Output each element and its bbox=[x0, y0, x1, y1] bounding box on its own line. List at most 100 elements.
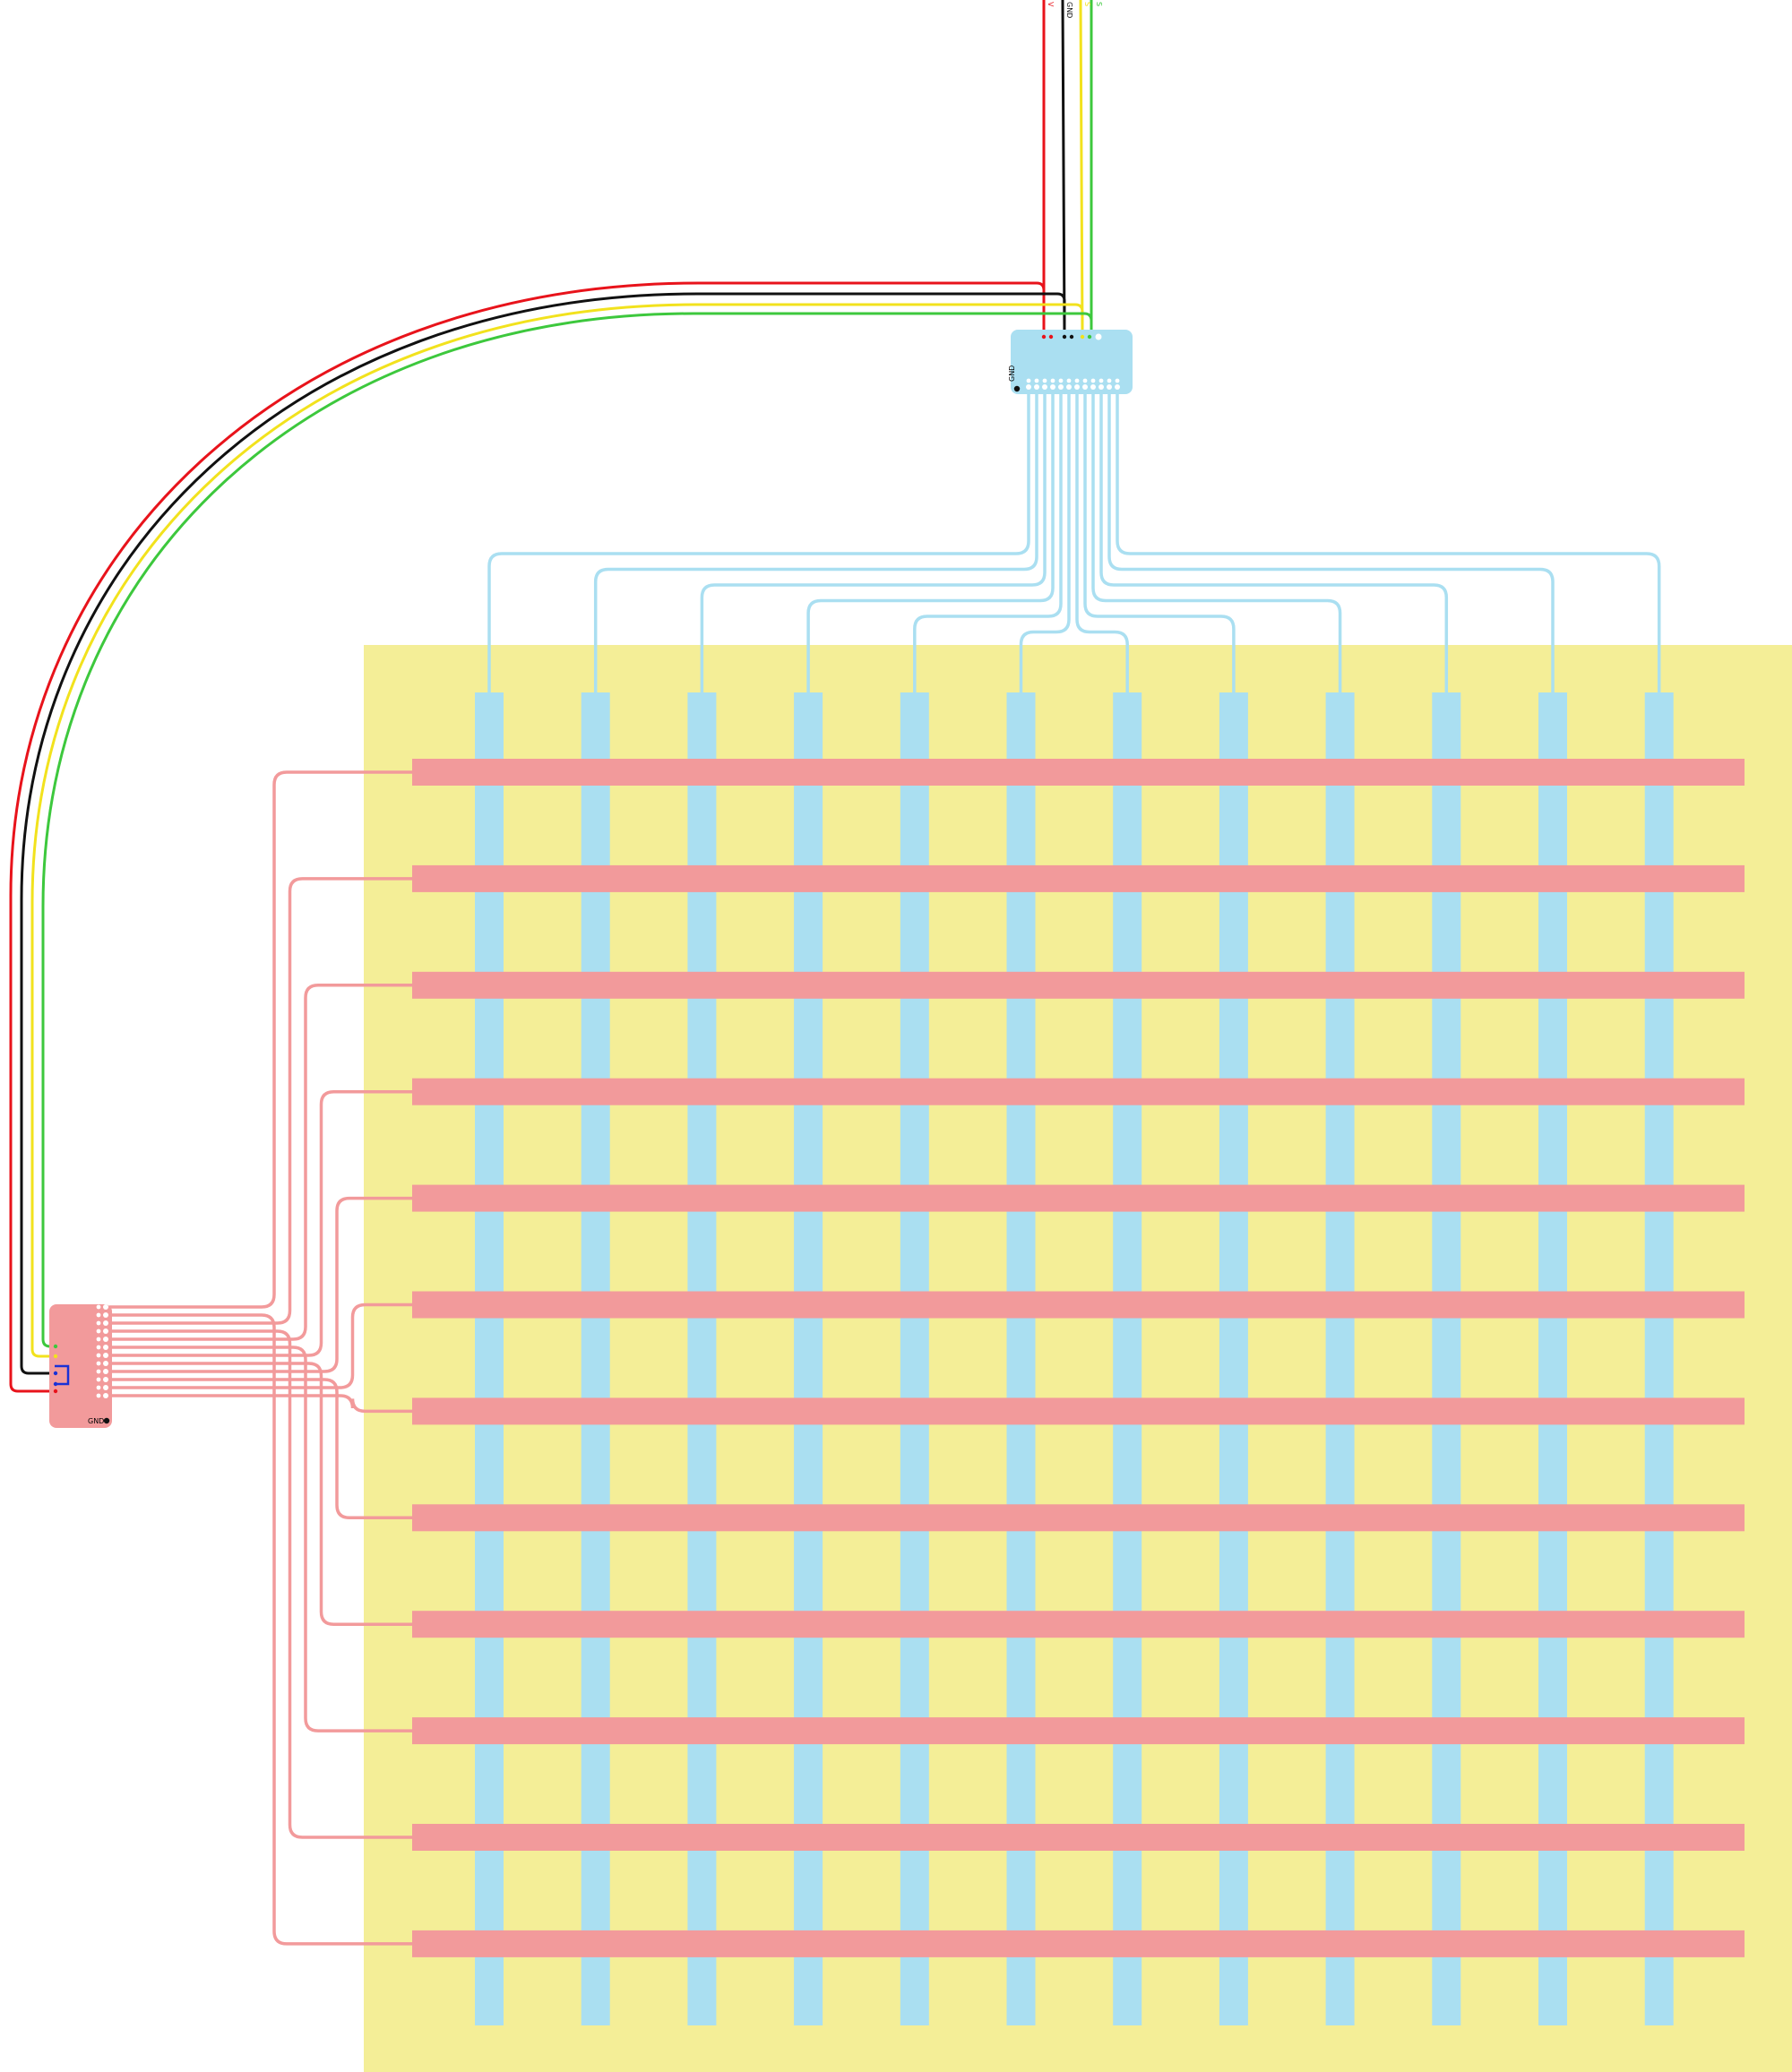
row-traces bbox=[109, 770, 412, 1946]
bus-wire-label: V bbox=[1047, 2, 1055, 7]
row-trace bbox=[109, 1313, 412, 1946]
bus-wire-label: S bbox=[1095, 2, 1103, 6]
column-trace bbox=[700, 394, 1047, 695]
column-pin-pad bbox=[1058, 378, 1064, 383]
row-pin-pad bbox=[103, 1377, 108, 1382]
bus-wire-label: GND bbox=[1065, 2, 1073, 18]
column-pin-pad bbox=[1050, 384, 1055, 390]
column-trace bbox=[1091, 394, 1342, 695]
column-electrode bbox=[1219, 692, 1248, 2025]
column-connector-label: GND bbox=[1008, 365, 1016, 382]
column-trace bbox=[593, 394, 1038, 695]
column-trace bbox=[1116, 394, 1661, 695]
column-pin-pad bbox=[1034, 378, 1039, 383]
column-electrode bbox=[1538, 692, 1567, 2025]
bus-wire-label: S bbox=[1083, 2, 1091, 6]
bus-wire-gnd bbox=[20, 0, 1066, 1375]
row-trace bbox=[109, 1303, 412, 1389]
row-connector-body bbox=[49, 1304, 112, 1428]
column-bus-pin bbox=[1095, 333, 1102, 340]
row-bus-pin bbox=[53, 1354, 58, 1359]
column-pin-pad bbox=[1058, 384, 1064, 390]
column-electrode bbox=[1644, 692, 1674, 2025]
row-electrode bbox=[412, 1078, 1745, 1105]
row-trace bbox=[109, 1196, 412, 1373]
column-pin-pad bbox=[1107, 384, 1112, 390]
column-pin-pad bbox=[1066, 384, 1072, 390]
column-pin-pad bbox=[1082, 384, 1088, 390]
row-pin-pad bbox=[103, 1393, 108, 1398]
row-electrode bbox=[412, 1717, 1745, 1745]
row-trace bbox=[109, 1346, 412, 1732]
row-pin-pad bbox=[96, 1337, 101, 1342]
column-pin-pad bbox=[1074, 378, 1080, 383]
row-trace bbox=[109, 1329, 412, 1839]
column-trace bbox=[1099, 394, 1449, 695]
column-bus-pin bbox=[1080, 334, 1085, 340]
row-pin-pad bbox=[103, 1369, 108, 1374]
column-bus-pin bbox=[1062, 334, 1067, 340]
row-pin-pad bbox=[103, 1337, 108, 1342]
row-pin-pad bbox=[96, 1320, 101, 1326]
column-pin-pad bbox=[1026, 378, 1031, 383]
column-pin-pad bbox=[1098, 384, 1104, 390]
column-pin-pad bbox=[1026, 384, 1031, 390]
row-pin-pad bbox=[103, 1361, 108, 1366]
column-pin-pad bbox=[1115, 384, 1120, 390]
column-pin-pad bbox=[1082, 378, 1088, 383]
row-electrode bbox=[412, 1930, 1745, 1957]
row-pin-pad bbox=[103, 1345, 108, 1350]
column-trace bbox=[1075, 394, 1129, 695]
row-pin-pad bbox=[103, 1320, 108, 1326]
column-pin-pad bbox=[1050, 378, 1055, 383]
column-electrode bbox=[794, 692, 823, 2025]
row-electrode bbox=[412, 864, 1745, 892]
ground-marker-icon bbox=[1013, 385, 1021, 392]
column-connector-board: GND bbox=[1008, 330, 1133, 394]
column-pin-pad bbox=[1115, 378, 1120, 383]
column-trace bbox=[1019, 394, 1071, 695]
bus-wire-labels: V GND S S bbox=[1047, 2, 1103, 18]
row-pin-pad bbox=[103, 1304, 108, 1310]
row-bus-pin bbox=[53, 1388, 58, 1394]
row-pin-pad bbox=[96, 1345, 101, 1350]
column-electrode bbox=[581, 692, 610, 2025]
column-pin-pad bbox=[1098, 378, 1104, 383]
row-pin-pad bbox=[96, 1353, 101, 1358]
column-electrode bbox=[1325, 692, 1355, 2025]
column-pin-pad bbox=[1066, 378, 1072, 383]
column-pin-pad bbox=[1034, 384, 1039, 390]
column-bus-pin bbox=[1087, 334, 1092, 340]
column-trace bbox=[913, 394, 1063, 695]
sensor-substrate bbox=[364, 645, 1792, 2072]
bus-wire-vcc bbox=[9, 0, 1046, 1393]
column-bus-pin bbox=[1048, 334, 1054, 340]
row-bus-pin bbox=[53, 1371, 58, 1376]
row-electrode bbox=[412, 759, 1745, 786]
row-trace bbox=[109, 877, 412, 1325]
row-pin-pad bbox=[96, 1385, 101, 1390]
column-electrodes bbox=[475, 692, 1674, 2025]
row-trace bbox=[109, 984, 412, 1341]
bus-wire-scl bbox=[41, 0, 1093, 1348]
ground-marker-icon bbox=[103, 1417, 110, 1424]
row-connector-board: GND bbox=[49, 1304, 112, 1428]
column-pin-pad bbox=[1090, 378, 1096, 383]
column-trace bbox=[1083, 394, 1236, 695]
row-connector-label: GND bbox=[88, 1417, 104, 1425]
column-pin-pad bbox=[1074, 384, 1080, 390]
row-pin-pad bbox=[103, 1385, 108, 1390]
row-pin-pad bbox=[103, 1312, 108, 1318]
column-electrode bbox=[687, 692, 717, 2025]
row-electrode bbox=[412, 1291, 1745, 1319]
column-electrode bbox=[1432, 692, 1461, 2025]
column-connector-pins bbox=[1026, 378, 1120, 390]
row-electrode bbox=[412, 1504, 1745, 1532]
row-electrode bbox=[412, 1824, 1745, 1851]
row-pin-pad bbox=[96, 1361, 101, 1366]
row-electrode bbox=[412, 1611, 1745, 1638]
row-electrode bbox=[412, 1397, 1745, 1425]
row-trace bbox=[109, 1378, 412, 1520]
row-pin-pad bbox=[103, 1353, 108, 1358]
